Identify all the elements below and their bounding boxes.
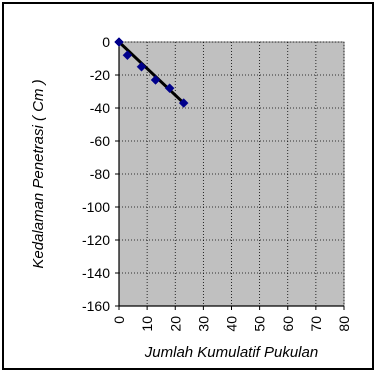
data-point (178, 98, 189, 108)
x-tick-label: 70 (308, 316, 324, 332)
x-tick-label: 0 (111, 316, 127, 324)
x-tick-label: 50 (252, 316, 268, 332)
y-tick-label: 0 (102, 34, 110, 50)
series-line (117, 40, 185, 105)
data-point (122, 50, 133, 61)
data-point (136, 61, 147, 72)
y-tick-label: -140 (82, 265, 110, 281)
y-tick-label: -60 (90, 133, 110, 149)
data-point (164, 83, 175, 94)
data-point (150, 75, 161, 85)
y-tick-label: -160 (82, 298, 110, 314)
y-tick-label: -40 (90, 100, 110, 116)
x-tick-label: 60 (280, 316, 296, 332)
x-tick-label: 80 (336, 316, 352, 332)
data-point (114, 37, 124, 47)
y-tick-label: -120 (82, 232, 110, 248)
x-axis-label: Jumlah Kumulatif Pukulan (144, 344, 318, 361)
x-tick-label: 20 (167, 316, 183, 332)
x-tick-label: 30 (195, 316, 211, 332)
y-tick-label: -100 (82, 199, 110, 215)
x-tick-label: 40 (224, 316, 240, 332)
y-axis-label: Kedalaman Penetrasi ( Cm ) (30, 79, 47, 268)
x-tick-label: 10 (139, 316, 155, 332)
y-tick-label: -20 (90, 67, 110, 83)
y-tick-label: -80 (90, 166, 110, 182)
